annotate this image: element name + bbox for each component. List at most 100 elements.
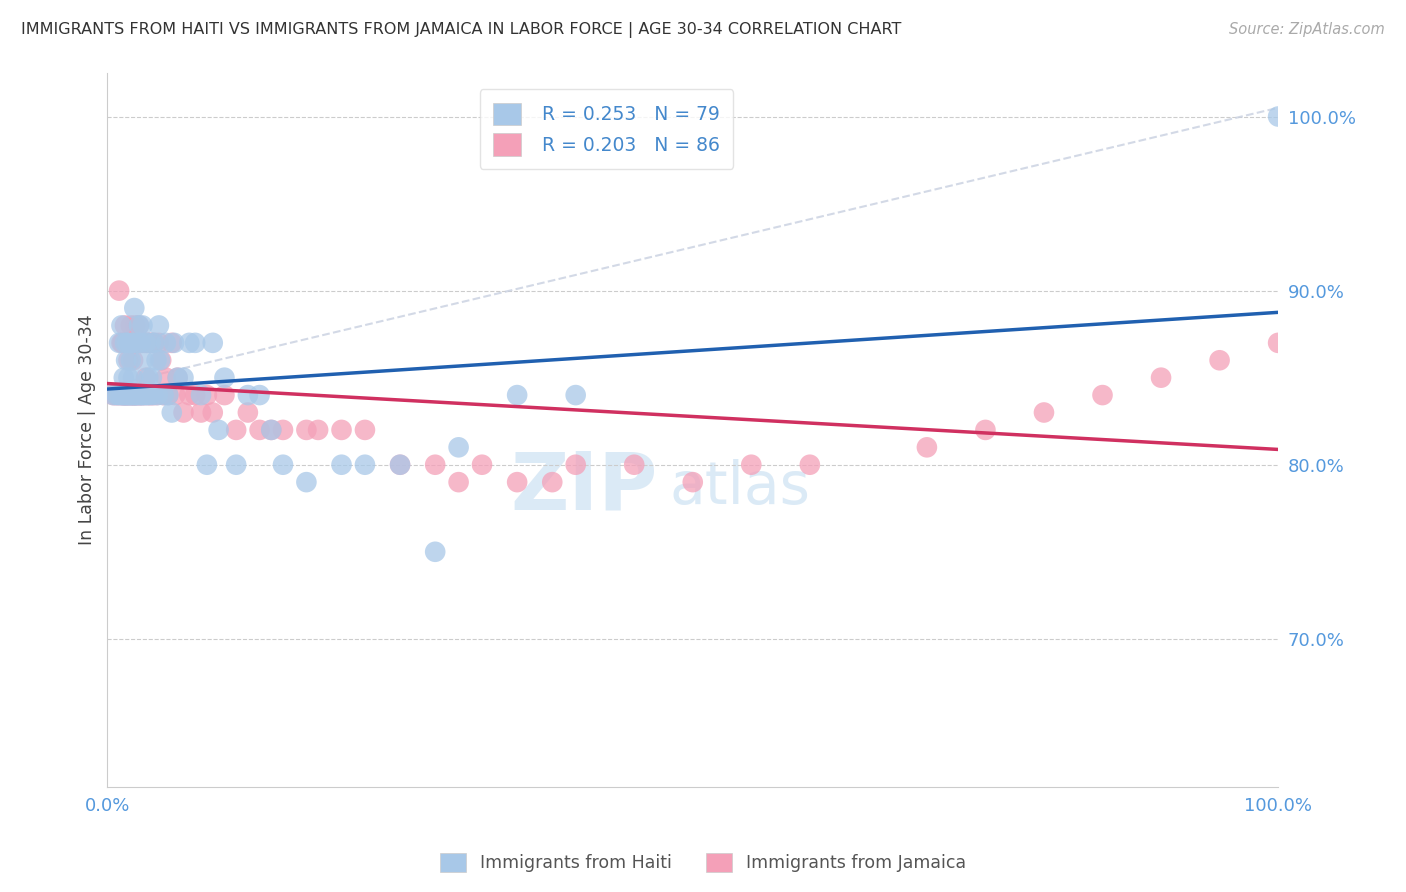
Point [974,423,997,437]
Point [506,388,529,402]
Point [129,388,152,402]
Point [107,388,129,402]
Text: IMMIGRANTS FROM HAITI VS IMMIGRANTS FROM JAMAICA IN LABOR FORCE | AGE 30-34 CORR: IMMIGRANTS FROM HAITI VS IMMIGRANTS FROM… [21,22,901,38]
Point [1091,388,1114,402]
Point [179,388,201,402]
Point [184,335,207,350]
Point [1150,370,1173,384]
Point [236,388,259,402]
Point [165,388,187,402]
Point [155,370,177,384]
Point [114,388,136,402]
Point [120,318,142,333]
Legend:   R = 0.253   N = 79,   R = 0.203   N = 86: R = 0.253 N = 79, R = 0.203 N = 86 [479,89,734,169]
Point [120,388,142,402]
Point [150,353,173,368]
Point [623,458,645,472]
Point [249,423,271,437]
Point [112,388,135,402]
Point [225,458,247,472]
Point [190,405,212,419]
Point [105,388,128,402]
Point [260,423,283,437]
Point [120,353,142,368]
Point [121,388,143,402]
Point [915,440,938,454]
Point [104,388,127,402]
Point [1267,335,1289,350]
Point [117,388,139,402]
Point [122,353,145,368]
Point [110,388,132,402]
Point [111,335,134,350]
Point [471,458,494,472]
Point [131,388,153,402]
Point [389,458,412,472]
Point [103,388,125,402]
Point [740,458,762,472]
Point [172,405,194,419]
Point [128,388,150,402]
Point [354,423,377,437]
Point [131,388,153,402]
Point [141,370,163,384]
Point [124,301,146,315]
Point [118,335,141,350]
Point [236,405,259,419]
Point [249,388,271,402]
Point [134,388,156,402]
Point [121,388,143,402]
Point [179,335,201,350]
Point [115,388,138,402]
Point [108,335,131,350]
Point [138,370,160,384]
Point [115,353,138,368]
Point [157,388,180,402]
Point [138,335,160,350]
Point [108,388,131,402]
Point [112,388,135,402]
Point [166,370,188,384]
Point [139,335,162,350]
Point [114,335,136,350]
Point [131,318,153,333]
Point [121,335,143,350]
Point [564,458,586,472]
Point [124,318,146,333]
Text: atlas: atlas [669,458,810,516]
Point [142,388,165,402]
Point [135,370,157,384]
Point [131,335,153,350]
Point [125,335,148,350]
Point [124,388,146,402]
Point [136,388,159,402]
Point [128,318,150,333]
Point [141,335,163,350]
Point [425,545,447,559]
Point [330,458,353,472]
Point [271,423,294,437]
Point [190,388,212,402]
Point [260,423,283,437]
Point [125,388,148,402]
Point [110,318,132,333]
Point [307,423,329,437]
Point [127,388,149,402]
Point [114,318,136,333]
Point [201,335,224,350]
Point [1208,353,1230,368]
Point [160,335,183,350]
Point [148,318,170,333]
Point [124,388,146,402]
Point [129,388,152,402]
Point [112,370,135,384]
Legend: Immigrants from Haiti, Immigrants from Jamaica: Immigrants from Haiti, Immigrants from J… [433,846,973,879]
Point [114,388,136,402]
Point [166,370,188,384]
Point [682,475,704,490]
Point [129,335,152,350]
Point [122,370,145,384]
Point [155,335,177,350]
Point [139,388,162,402]
Point [163,335,186,350]
